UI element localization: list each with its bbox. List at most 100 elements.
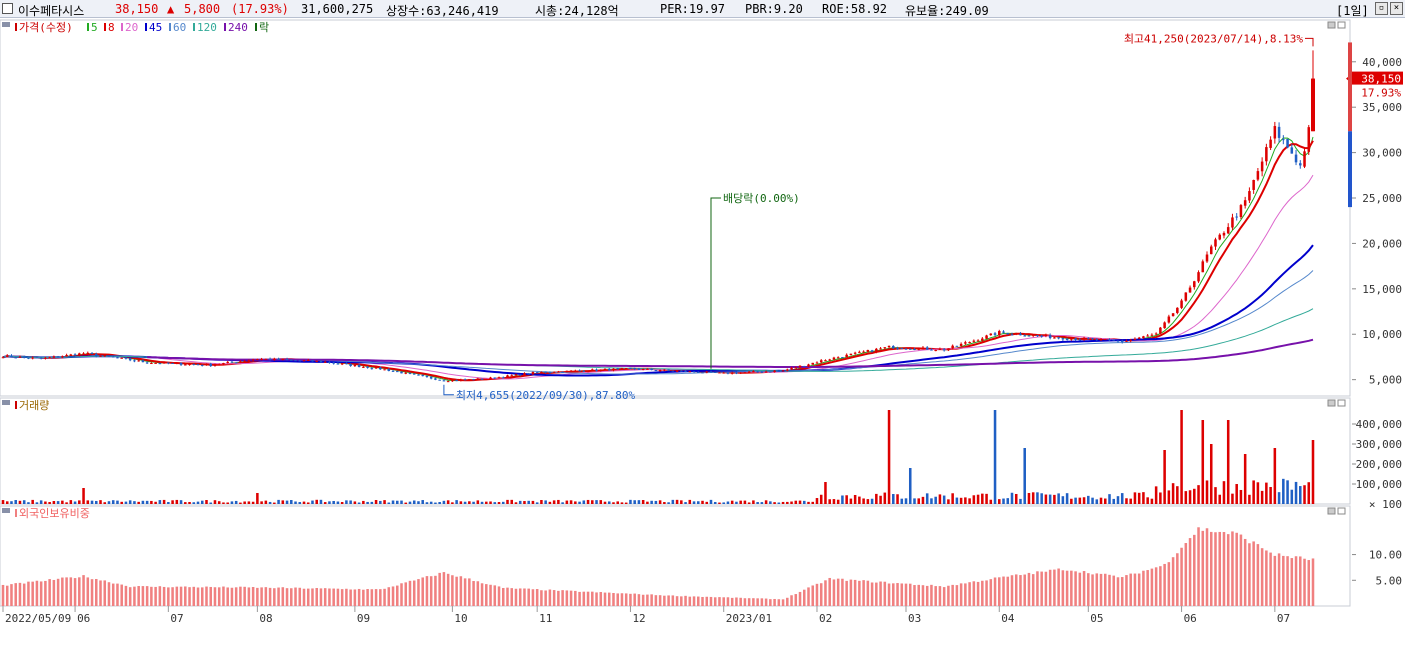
candle-body [832, 357, 836, 360]
candle-body [184, 364, 187, 366]
foreign-ratio-bar [497, 586, 501, 606]
foreign-ratio-bar [429, 576, 433, 606]
foreign-ratio-bar [1231, 531, 1234, 606]
close-icon[interactable]: × [1390, 2, 1403, 15]
x-tick-label: 03 [908, 612, 921, 625]
volume-bar [777, 502, 781, 504]
candle-body [141, 360, 145, 363]
x-tick-label: 10 [454, 612, 467, 625]
foreign-ratio-bar [366, 589, 369, 606]
candle-body [815, 362, 819, 364]
volume-bar [1294, 481, 1298, 504]
volume-bar [137, 501, 140, 504]
foreign-ratio-bar [802, 589, 806, 606]
candle-body [1188, 287, 1192, 293]
candle-body [849, 353, 853, 356]
foreign-ratio-bar [357, 588, 361, 606]
candle-body [574, 370, 577, 372]
foreign-ratio-bar [1010, 575, 1014, 606]
foreign-ratio-bar [476, 581, 480, 606]
foreign-ratio-bar [781, 599, 785, 606]
volume-bar [52, 501, 56, 504]
candle-body [548, 372, 552, 374]
candle-body [650, 368, 653, 370]
foreign-ratio-bar [158, 586, 162, 606]
foreign-ratio-bar [1273, 555, 1277, 606]
candle-body [599, 369, 603, 371]
volume-bar [569, 500, 573, 504]
volume-bar [1290, 489, 1294, 504]
foreign-ratio-bar [637, 594, 641, 606]
foreign-ratio-bar [1205, 528, 1209, 606]
foreign-ratio-bar [858, 580, 861, 606]
volume-bar [472, 501, 475, 504]
foreign-ratio-bar [1129, 573, 1132, 606]
foreign-ratio-bar [985, 580, 988, 606]
candle-body [65, 354, 68, 357]
candle-body [540, 371, 543, 373]
volume-bar [463, 501, 467, 504]
volume-bar [904, 498, 908, 504]
candle-body [383, 369, 386, 371]
candle-body [167, 362, 170, 364]
volume-bar [302, 501, 306, 504]
candle-body [27, 357, 30, 359]
candle-body [663, 369, 666, 371]
foreign-ratio-bar [417, 579, 420, 606]
volume-bar [1193, 488, 1196, 504]
restore-icon[interactable]: ▫ [1375, 2, 1388, 15]
volume-bar [1125, 498, 1128, 504]
x-tick-label: 07 [170, 612, 183, 625]
volume-bar [964, 497, 967, 504]
candle-body [989, 333, 993, 336]
high-arrow-icon [1305, 37, 1314, 47]
volume-bar [747, 502, 751, 504]
volume-bar [18, 500, 22, 504]
foreign-ratio-bar [1120, 577, 1124, 606]
foreign-ratio-bar [998, 577, 1001, 606]
foreign-ratio-bar [349, 589, 352, 606]
period-button[interactable]: [1일] [1336, 4, 1369, 18]
volume-bar [624, 502, 628, 504]
foreign-ratio-bar [1307, 560, 1311, 606]
foreign-ratio-bar [862, 580, 865, 606]
candle-body [1180, 300, 1183, 308]
volume-bar [468, 501, 471, 504]
foreign-ratio-bar [247, 587, 251, 606]
candle-body [116, 357, 119, 359]
volume-bar [86, 500, 90, 504]
volume-bar [1002, 498, 1005, 504]
candle-body [31, 357, 34, 359]
header-bar: 이수페타시스 38,150 ▲ 5,800 (17.93%) 31,600,27… [0, 0, 1405, 18]
stock-name[interactable]: 이수페타시스 [18, 4, 85, 18]
foreign-ratio-bar [752, 598, 755, 606]
volume-bar [128, 500, 132, 504]
volume-y-tick-label: 200,000 [1356, 458, 1402, 471]
volume-bar [713, 501, 717, 504]
candle-body [1006, 333, 1010, 335]
foreign-ratio-bar [730, 597, 734, 606]
foreign-ratio-bar [1290, 558, 1294, 606]
volume-bar [56, 501, 60, 504]
candle-body [756, 371, 759, 373]
foreign-ratio-bar [319, 588, 323, 606]
foreign-ratio-bar [514, 588, 518, 606]
volume-bar [557, 499, 560, 504]
candle-body [1103, 339, 1107, 341]
select-checkbox[interactable] [2, 3, 13, 14]
volume-bar [633, 500, 636, 504]
candle-body [629, 367, 632, 369]
candle-body [654, 370, 658, 372]
volume-bar [205, 500, 208, 504]
dividend-label: 배당락(0.00%) [723, 192, 800, 205]
volume-bar [790, 501, 793, 504]
volume-bar [769, 501, 772, 504]
price-y-tick-label: 20,000 [1362, 237, 1402, 250]
candle-body [607, 368, 611, 371]
foreign-y-tick-label: 5.00 [1376, 574, 1403, 587]
candle-body [154, 362, 157, 364]
volume-bar [819, 494, 823, 504]
volume-bar [480, 501, 484, 504]
foreign-ratio-bar [620, 593, 624, 606]
foreign-ratio-bar [1082, 571, 1086, 606]
